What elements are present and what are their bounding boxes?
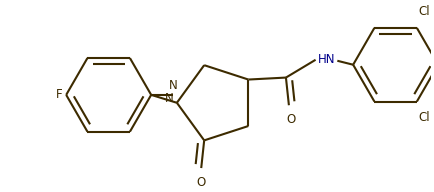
Text: HN: HN — [318, 53, 335, 66]
Text: O: O — [286, 113, 296, 126]
Text: Cl: Cl — [419, 5, 431, 18]
Text: N: N — [168, 79, 178, 92]
Text: O: O — [197, 176, 206, 189]
Text: N: N — [165, 92, 174, 105]
Text: Cl: Cl — [419, 111, 431, 124]
Text: F: F — [56, 88, 62, 101]
